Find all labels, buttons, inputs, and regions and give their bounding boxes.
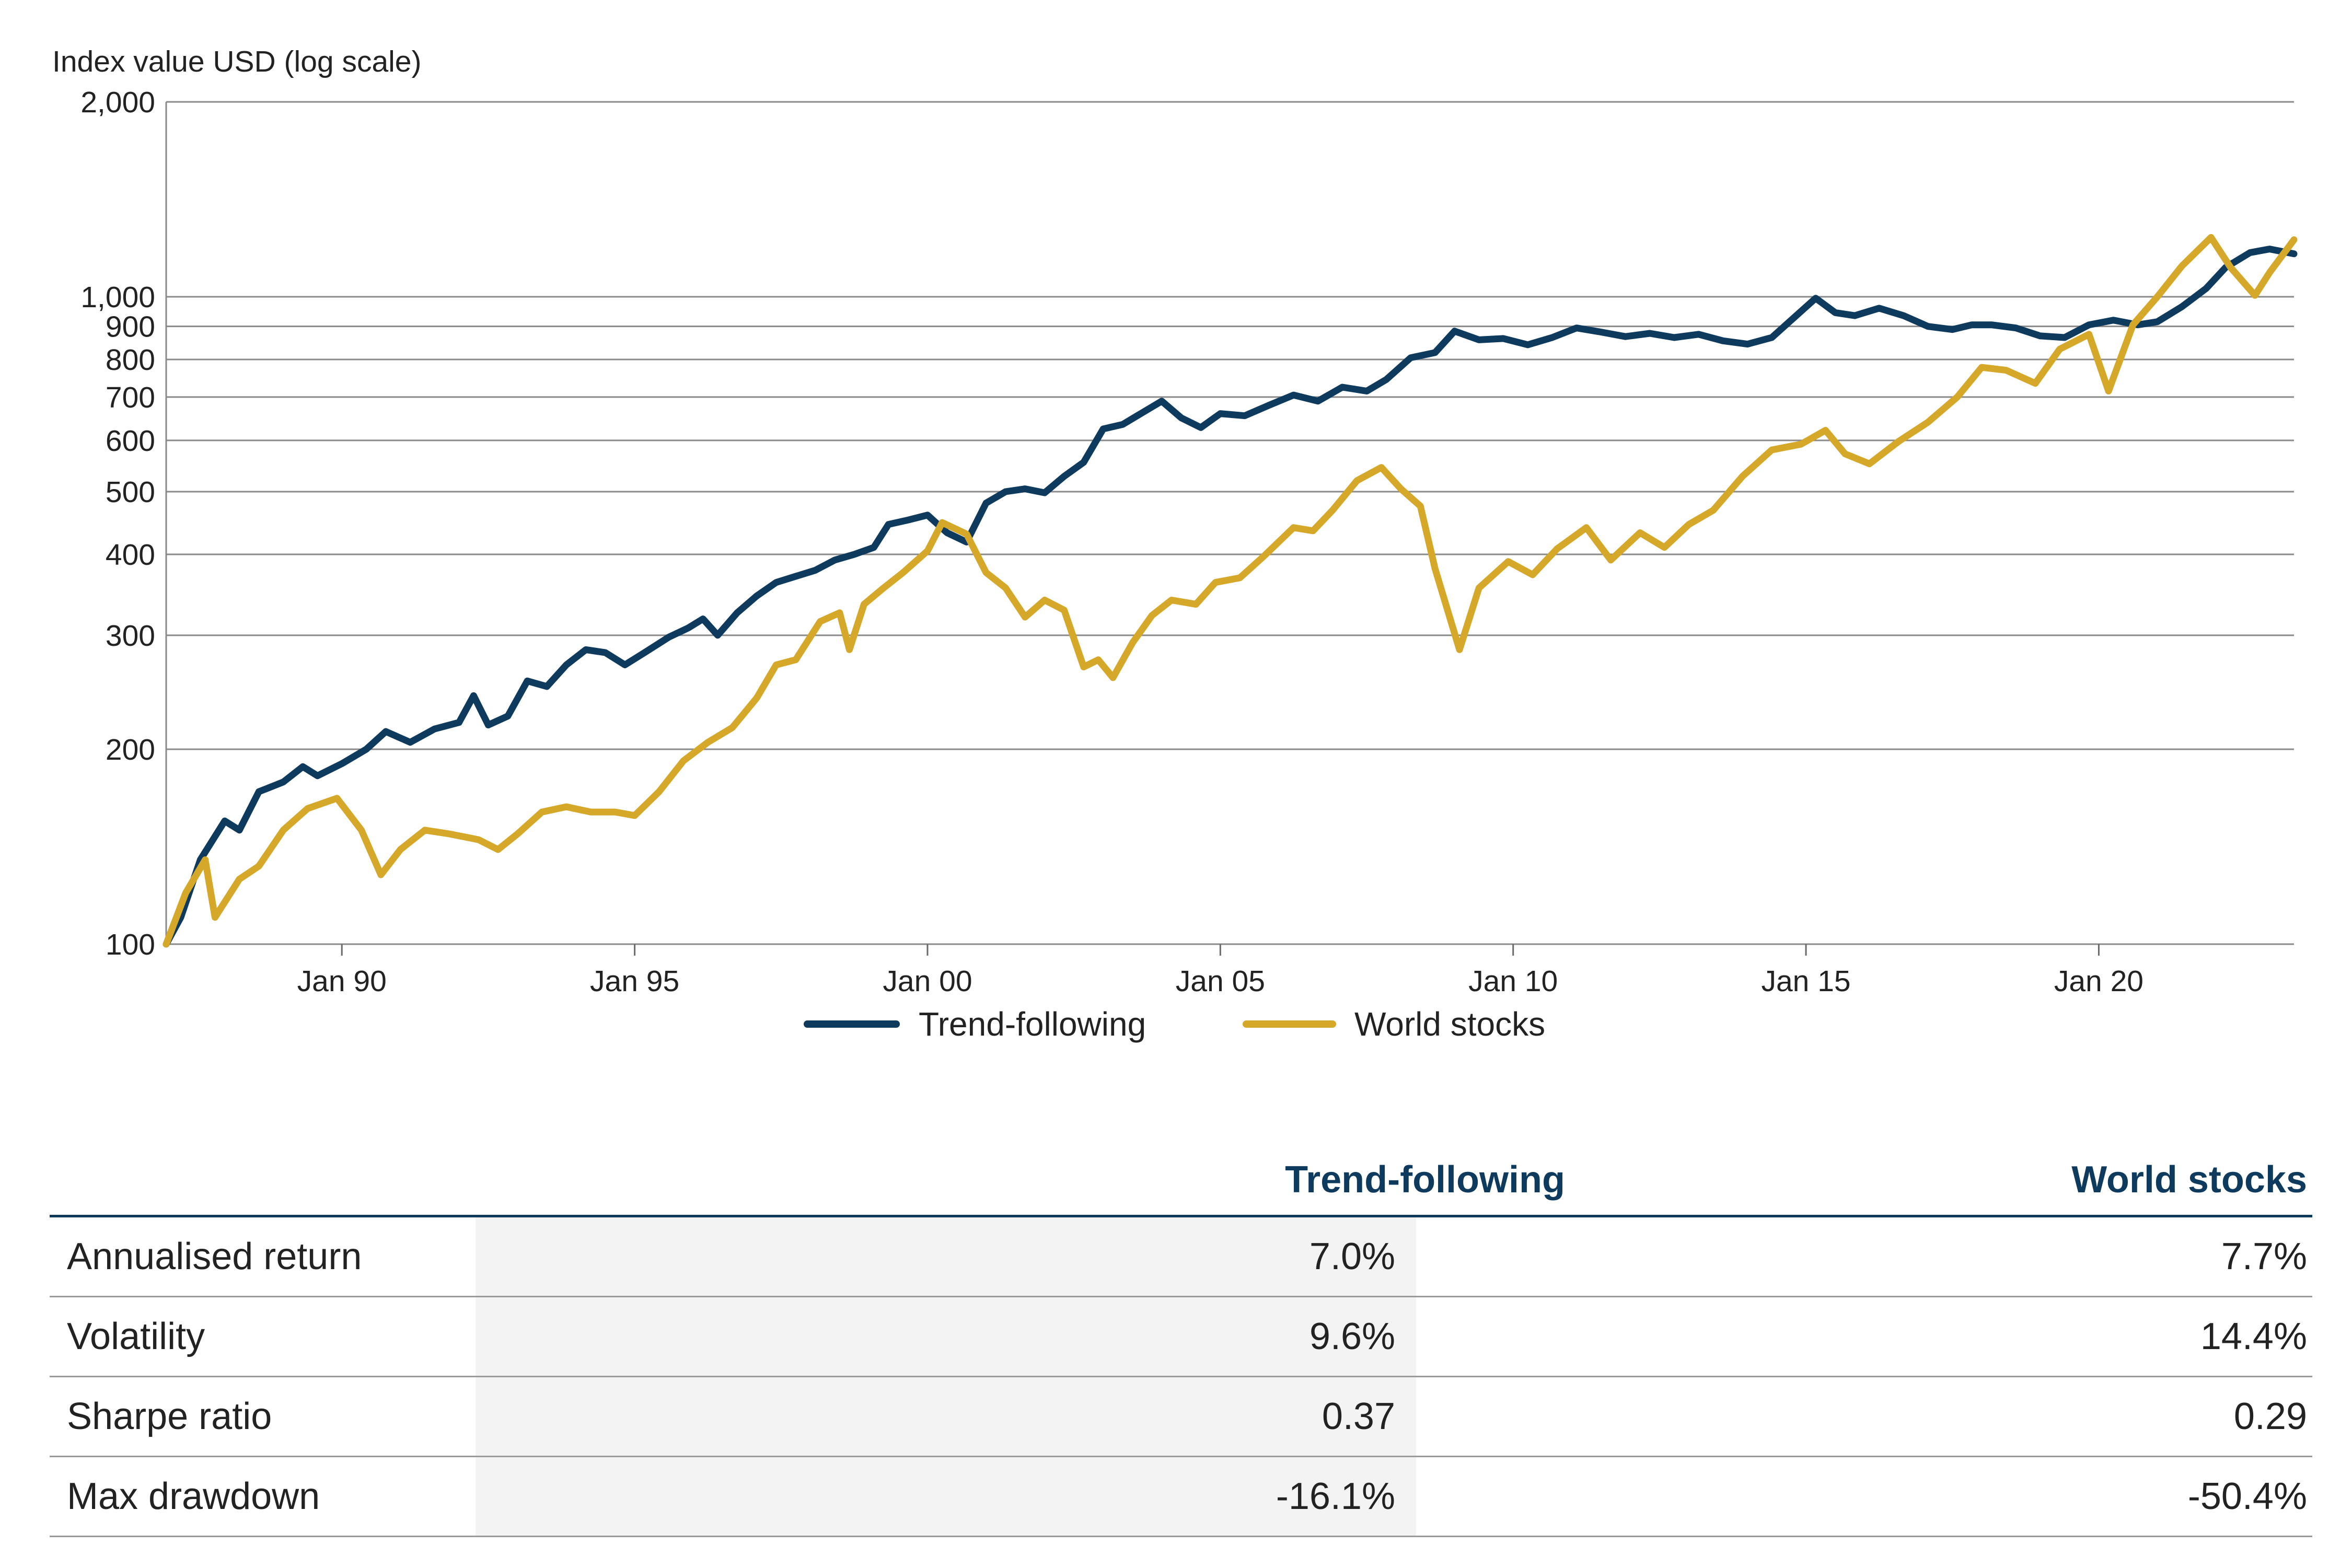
y-tick-label: 800 <box>106 343 155 377</box>
y-tick-label: 700 <box>106 381 155 414</box>
y-tick-label: 2,000 <box>80 86 155 119</box>
y-tick-label: 1,000 <box>80 281 155 314</box>
x-tick-label: Jan 95 <box>590 965 679 998</box>
y-tick-label: 100 <box>106 928 155 961</box>
cell-trend-following: 0.37 <box>476 1377 1416 1456</box>
row-label: Volatility <box>67 1316 205 1357</box>
column-header-world-stocks: World stocks <box>2071 1159 2307 1201</box>
x-tick-label: Jan 10 <box>1468 965 1558 998</box>
row-label: Max drawdown <box>67 1476 320 1517</box>
cell-trend-following: 9.6% <box>476 1297 1416 1376</box>
column-header-trend-following: Trend-following <box>1285 1159 1565 1201</box>
row-label: Annualised return <box>67 1236 362 1277</box>
y-tick-label: 600 <box>106 424 155 458</box>
x-tick-label: Jan 15 <box>1761 965 1850 998</box>
cell-world-stocks: 7.7% <box>2221 1236 2307 1277</box>
cell-world-stocks: 14.4% <box>2200 1316 2307 1357</box>
table-row-volatility: Volatility 9.6% 14.4% <box>50 1297 2312 1377</box>
x-tick-label: Jan 20 <box>2054 965 2144 998</box>
series-line-world-stocks <box>163 234 2298 948</box>
y-tick-label: 500 <box>106 475 155 509</box>
legend-label-world-stocks: World stocks <box>1354 1005 1545 1043</box>
series-lines <box>163 234 2298 948</box>
table-row-sharpe-ratio: Sharpe ratio 0.37 0.29 <box>50 1377 2312 1457</box>
x-tick-labels: Jan 90 Jan 95 Jan 00 Jan 05 Jan 10 Jan 15 Jan … <box>297 944 2144 998</box>
cell-trend-following: 7.0% <box>476 1217 1416 1296</box>
y-tick-label: 900 <box>106 310 155 344</box>
x-tick-label: Jan 90 <box>297 965 387 998</box>
row-label: Sharpe ratio <box>67 1396 272 1437</box>
gridlines <box>165 101 2294 945</box>
cell-trend-following: -16.1% <box>476 1457 1416 1536</box>
y-tick-label: 200 <box>106 733 155 766</box>
table-row-annualised-return: Annualised return 7.0% 7.7% <box>50 1217 2312 1297</box>
statistics-table: Trend-following World stocks Annualised … <box>50 1147 2312 1537</box>
y-tick-label: 300 <box>106 619 155 653</box>
x-tick-label: Jan 00 <box>883 965 972 998</box>
legend-label-trend-following: Trend-following <box>919 1005 1146 1043</box>
table-row-max-drawdown: Max drawdown -16.1% -50.4% <box>50 1457 2312 1537</box>
y-axis-title: Index value USD (log scale) <box>52 45 422 78</box>
table-header-row: Trend-following World stocks <box>50 1147 2312 1217</box>
series-line-trend-following <box>163 246 2298 948</box>
cell-world-stocks: -50.4% <box>2187 1476 2307 1517</box>
y-tick-label: 400 <box>106 538 155 572</box>
legend: Trend-following World stocks <box>804 1005 1545 1043</box>
cell-world-stocks: 0.29 <box>2233 1396 2307 1437</box>
x-tick-label: Jan 05 <box>1176 965 1265 998</box>
index-chart: Index value USD (log scale) 2,000 1,00090… <box>52 45 2298 1043</box>
